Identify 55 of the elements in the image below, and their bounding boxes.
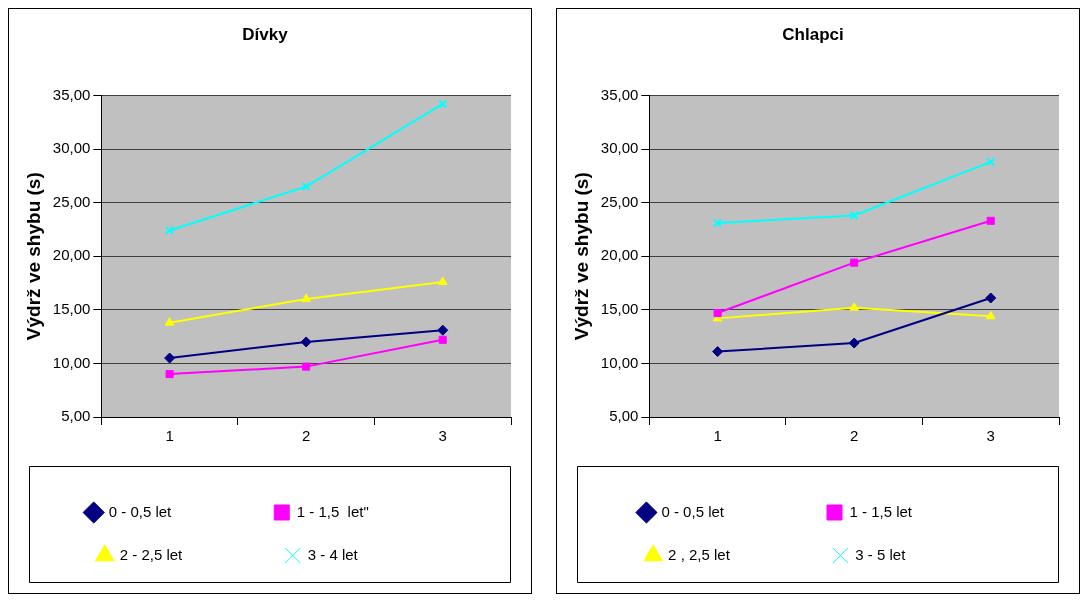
point bbox=[849, 210, 859, 220]
point bbox=[986, 157, 996, 167]
point bbox=[849, 302, 859, 311]
point bbox=[438, 99, 448, 109]
x-tick-label: 3 bbox=[438, 427, 447, 445]
point bbox=[164, 317, 175, 326]
point bbox=[713, 218, 723, 228]
legend-label: 2 - 2,5 let bbox=[119, 545, 258, 563]
y-tick-label: 30,00 bbox=[600, 139, 639, 157]
y-tick-label: 15,00 bbox=[52, 299, 91, 317]
point bbox=[713, 308, 722, 318]
y-tick-label: 20,00 bbox=[600, 246, 639, 264]
point bbox=[438, 335, 447, 344]
y-tick-label: 10,00 bbox=[600, 353, 639, 371]
legend-label: 2 , 2,5 let bbox=[668, 545, 805, 563]
y-axis-title: Výdrž ve shybu (s) bbox=[22, 172, 44, 341]
y-tick-label: 35,00 bbox=[600, 85, 639, 103]
x-tick-label: 2 bbox=[850, 427, 859, 445]
y-tick-label: 30,00 bbox=[52, 139, 91, 157]
point bbox=[850, 258, 859, 267]
y-tick-label: 35,00 bbox=[52, 85, 91, 103]
y-axis-title: Výdrž ve shybu (s) bbox=[570, 172, 592, 341]
point bbox=[437, 276, 448, 285]
point bbox=[848, 337, 860, 349]
legend-label: 1 - 1,5 let bbox=[849, 502, 988, 520]
point bbox=[300, 336, 312, 348]
point bbox=[165, 225, 175, 236]
legend-label: 3 - 4 let bbox=[307, 545, 433, 563]
point bbox=[985, 310, 996, 320]
y-tick-label: 5,00 bbox=[609, 407, 639, 425]
x-tick-label: 3 bbox=[986, 427, 995, 445]
legend-label: 0 - 0,5 let bbox=[108, 502, 247, 520]
y-tick-label: 15,00 bbox=[600, 299, 639, 317]
chart-title: Dívky bbox=[242, 24, 289, 44]
y-tick-label: 20,00 bbox=[52, 246, 91, 264]
point bbox=[301, 293, 311, 303]
legend-label: 3 - 5 let bbox=[855, 545, 981, 563]
y-tick-label: 25,00 bbox=[52, 192, 91, 210]
x-tick-label: 2 bbox=[302, 427, 311, 445]
point bbox=[437, 324, 449, 336]
point bbox=[985, 292, 997, 304]
y-tick-label: 25,00 bbox=[600, 192, 639, 210]
y-tick-label: 10,00 bbox=[52, 353, 91, 371]
y-tick-label: 5,00 bbox=[61, 407, 91, 425]
legend-label: 1 - 1,5 let" bbox=[296, 502, 444, 520]
point bbox=[302, 362, 311, 371]
point bbox=[164, 352, 176, 364]
x-tick-label: 1 bbox=[165, 427, 174, 445]
point bbox=[712, 346, 724, 358]
point bbox=[301, 181, 311, 192]
point bbox=[165, 370, 174, 379]
x-tick-label: 1 bbox=[713, 427, 722, 445]
chart-title: Chlapci bbox=[782, 24, 844, 44]
point bbox=[986, 216, 995, 225]
legend-label: 0 - 0,5 let bbox=[661, 502, 800, 520]
